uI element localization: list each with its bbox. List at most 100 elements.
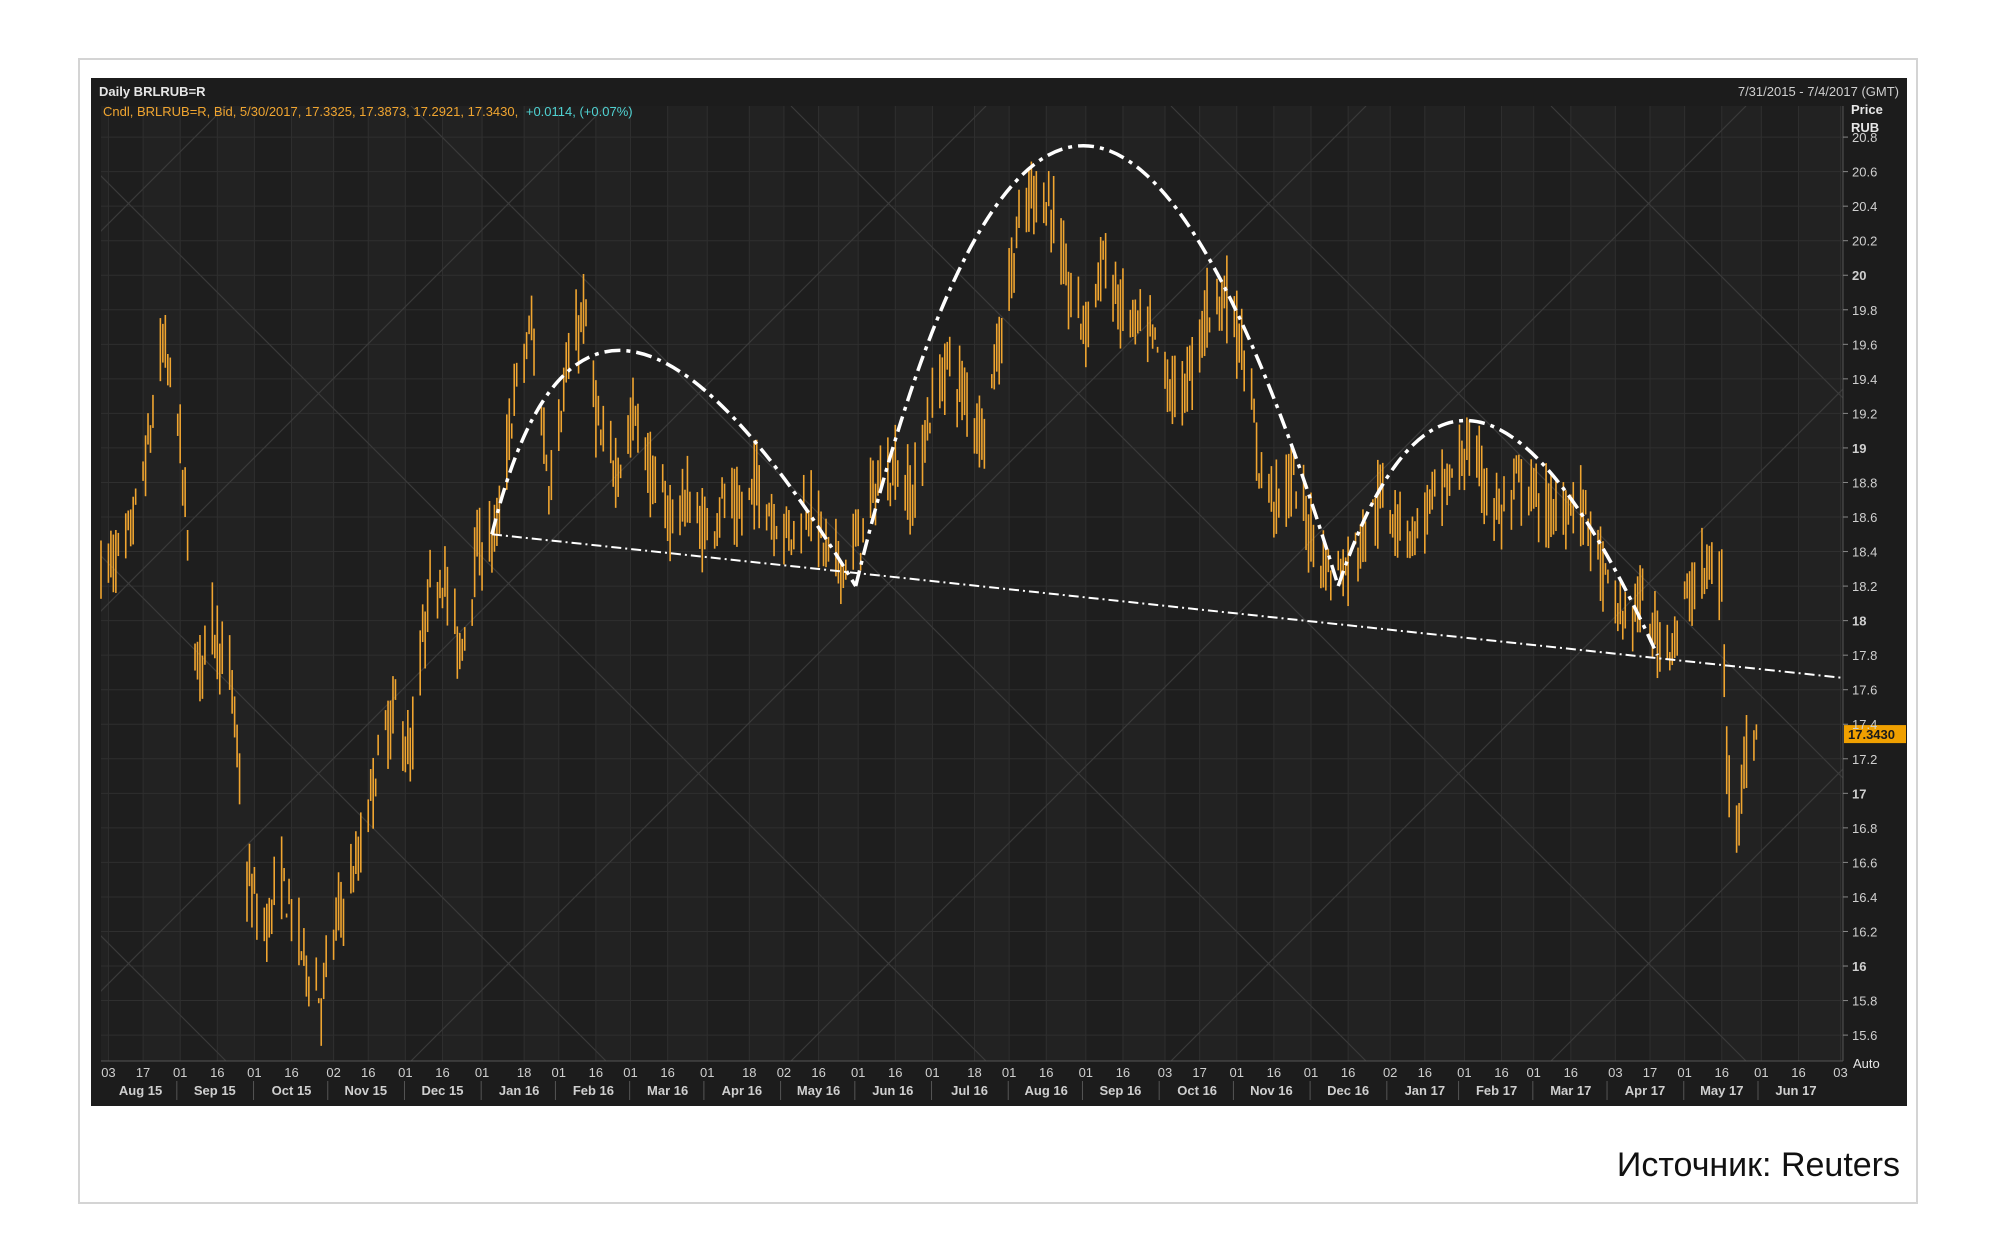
axis-title-currency: RUB: [1851, 120, 1879, 135]
date-tick-label: 16: [1116, 1065, 1130, 1080]
date-tick-label: 01: [1457, 1065, 1471, 1080]
date-tick-label: 01: [398, 1065, 412, 1080]
date-range-label: 7/31/2015 - 7/4/2017 (GMT): [1738, 84, 1899, 99]
date-tick-label: 16: [1564, 1065, 1578, 1080]
grid-band: [333, 106, 369, 1061]
date-tick-label: 01: [1079, 1065, 1093, 1080]
date-tick-label: 02: [326, 1065, 340, 1080]
date-tick-label: 01: [1677, 1065, 1691, 1080]
month-tick-label: May 16: [797, 1083, 840, 1098]
price-tick-label: 19.4: [1852, 372, 1877, 387]
grid-band: [180, 106, 218, 1061]
price-tick-label: 17.4: [1852, 717, 1877, 732]
date-tick-label: 01: [1526, 1065, 1540, 1080]
month-tick-label: Jan 16: [499, 1083, 539, 1098]
price-tick-label: 18.2: [1852, 579, 1877, 594]
price-chart: 17.3430 15.6 15.8 16 16.2 16.4 16.6 16.8 17 17.2 1…: [99, 84, 1906, 1100]
month-tick-label: Nov 15: [344, 1083, 387, 1098]
grid-band: [254, 106, 292, 1061]
price-tick-label: 20.8: [1852, 130, 1877, 145]
month-tick-label: Jun 17: [1775, 1083, 1816, 1098]
price-tick-label: 17.2: [1852, 752, 1877, 767]
grid-band: [858, 106, 896, 1061]
date-tick-label: 18: [742, 1065, 756, 1080]
date-tick-label: 01: [173, 1065, 187, 1080]
month-tick-label: Apr 17: [1625, 1083, 1665, 1098]
date-tick-label: 01: [700, 1065, 714, 1080]
month-tick-label: Feb 17: [1476, 1083, 1517, 1098]
month-tick-label: Oct 16: [1177, 1083, 1217, 1098]
chart-title: Daily BRLRUB=R: [99, 84, 206, 99]
grid-band: [1761, 106, 1799, 1061]
price-tick-label: 19: [1852, 441, 1866, 456]
month-tick-label: Jul 16: [951, 1083, 988, 1098]
price-tick-label: 19.6: [1852, 337, 1877, 352]
price-tick-label: 16.2: [1852, 924, 1877, 939]
price-tick-label: 16: [1852, 959, 1866, 974]
price-tick-label: 15.6: [1852, 1028, 1877, 1043]
date-tick-label: 16: [1791, 1065, 1805, 1080]
price-tick-label: 20.4: [1852, 199, 1877, 214]
month-tick-label: May 17: [1700, 1083, 1743, 1098]
grid-band: [783, 106, 819, 1061]
grid-band: [405, 106, 443, 1061]
date-tick-label: 17: [136, 1065, 150, 1080]
grid: [101, 106, 1843, 1061]
date-tick-label: 01: [925, 1065, 939, 1080]
auto-scale-button[interactable]: Auto: [1853, 1056, 1880, 1071]
legend-change: +0.0114, (+0.07%): [526, 104, 633, 119]
month-tick-label: Aug 16: [1025, 1083, 1068, 1098]
grid-band: [558, 106, 596, 1061]
month-tick-label: Sep 16: [1100, 1083, 1142, 1098]
date-tick-label: 01: [1304, 1065, 1318, 1080]
axes: 17.3430 15.6 15.8 16 16.2 16.4 16.6 16.8 17 17.2 1…: [101, 106, 1906, 1100]
date-tick-label: 16: [660, 1065, 674, 1080]
price-tick-label: 20.2: [1852, 234, 1877, 249]
price-tick-label: 18.4: [1852, 545, 1877, 560]
grid-band: [1165, 106, 1200, 1061]
neckline: [491, 533, 1841, 679]
chart-panel: 17.3430 15.6 15.8 16 16.2 16.4 16.6 16.8 17 17.2 1…: [91, 78, 1907, 1106]
month-tick-label: Aug 15: [119, 1083, 162, 1098]
date-tick-label: 01: [552, 1065, 566, 1080]
grid-band: [1390, 106, 1425, 1061]
price-tick-label: 19.2: [1852, 406, 1877, 421]
grid-band: [1684, 106, 1722, 1061]
watermark-lines: [101, 106, 1843, 1061]
date-tick-label: 17: [1643, 1065, 1657, 1080]
source-caption: Источник: Reuters: [1616, 1146, 1900, 1184]
date-tick-label: 16: [1267, 1065, 1281, 1080]
grid-band: [1009, 106, 1047, 1061]
grid-band: [1464, 106, 1502, 1061]
pattern-arc-2: [854, 143, 1340, 587]
date-tick-label: 01: [851, 1065, 865, 1080]
month-tick-label: Mar 16: [647, 1083, 688, 1098]
grid-band: [108, 106, 144, 1061]
price-tick-label: 20.6: [1852, 165, 1877, 180]
date-tick-label: 18: [517, 1065, 531, 1080]
price-tick-label: 16.8: [1852, 821, 1877, 836]
month-tick-label: Dec 15: [422, 1083, 464, 1098]
month-tick-label: Mar 17: [1550, 1083, 1591, 1098]
month-tick-label: Feb 16: [573, 1083, 614, 1098]
price-tick-label: 16.4: [1852, 890, 1877, 905]
last-price-marker: [1844, 725, 1906, 744]
price-tick-label: 17: [1852, 786, 1866, 801]
date-tick-label: 01: [247, 1065, 261, 1080]
price-bars: [100, 161, 1758, 1046]
last-price-label: 17.3430: [1848, 727, 1895, 742]
date-tick-label: 03: [1608, 1065, 1622, 1080]
price-tick-label: 20: [1852, 268, 1866, 283]
grid-band: [482, 106, 525, 1061]
price-tick-label: 15.8: [1852, 994, 1877, 1009]
date-tick-label: 01: [475, 1065, 489, 1080]
price-tick-label: 17.6: [1852, 683, 1877, 698]
date-tick-label: 03: [1158, 1065, 1172, 1080]
month-tick-label: Dec 16: [1327, 1083, 1369, 1098]
legend-ohlc: Cndl, BRLRUB=R, Bid, 5/30/2017, 17.3325,…: [103, 104, 518, 119]
pattern-arc-1: [490, 348, 858, 587]
date-tick-label: 16: [1715, 1065, 1729, 1080]
price-tick-label: 18: [1852, 614, 1866, 629]
month-tick-label: Oct 15: [272, 1083, 312, 1098]
date-tick-label: 16: [435, 1065, 449, 1080]
